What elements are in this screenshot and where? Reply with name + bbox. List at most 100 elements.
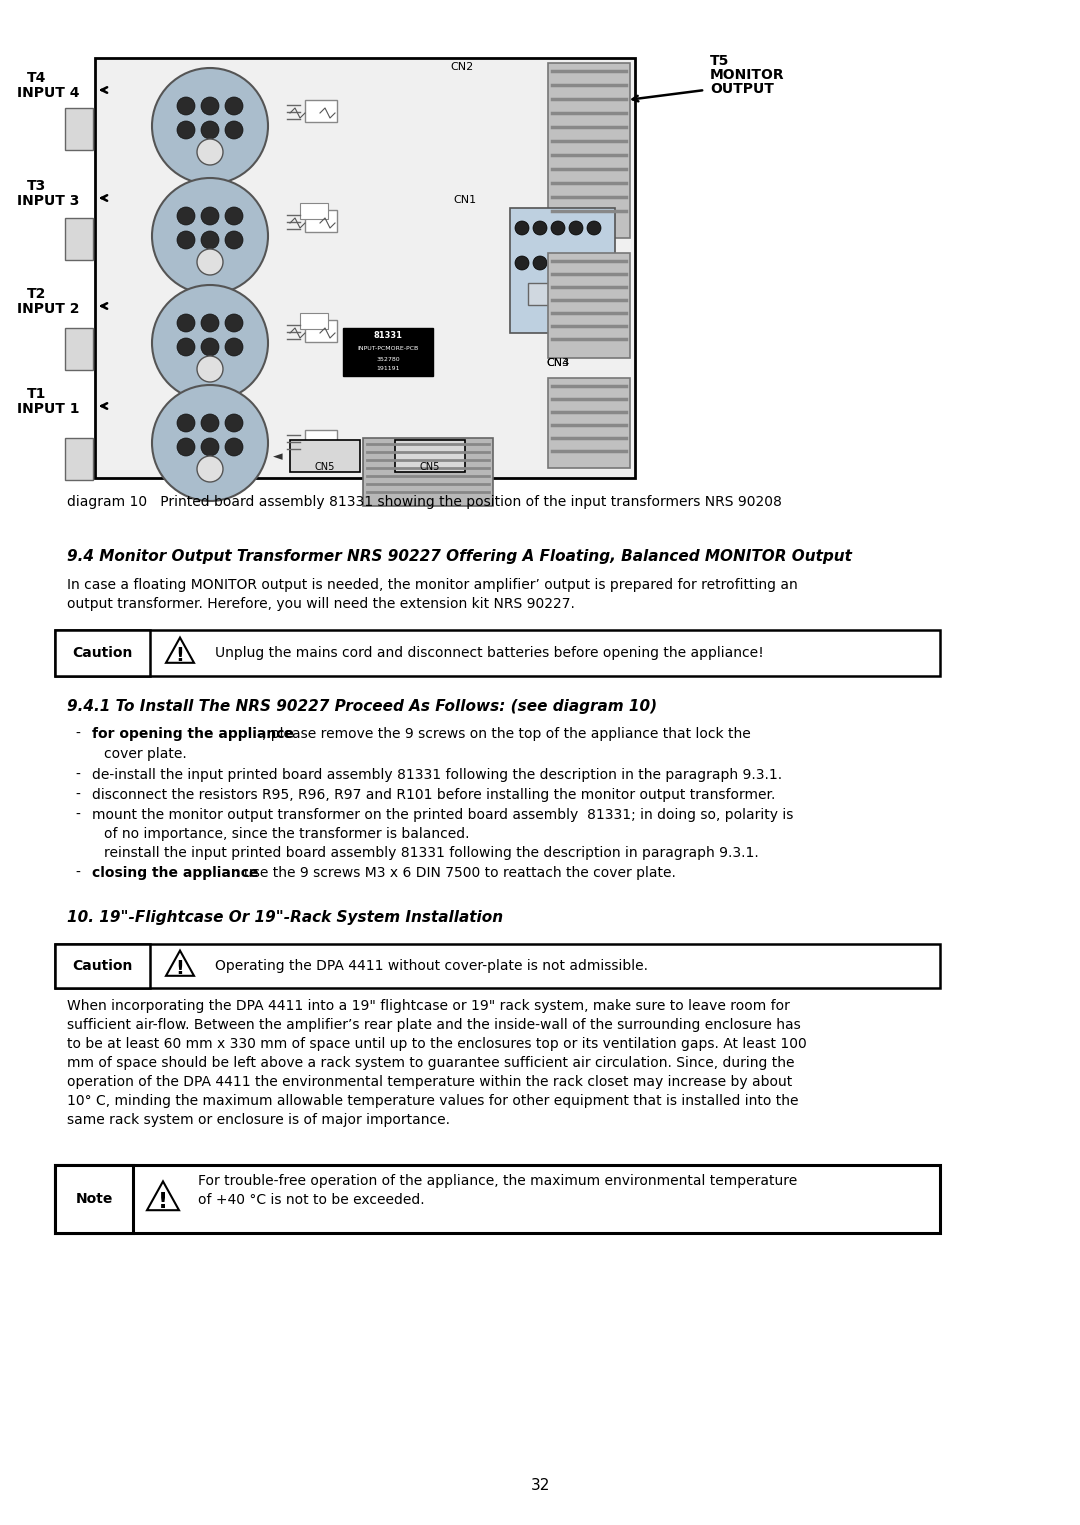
Text: de-install the input printed board assembly 81331 following the description in t: de-install the input printed board assem… <box>92 769 782 782</box>
Text: 10° C, minding the maximum allowable temperature values for other equipment that: 10° C, minding the maximum allowable tem… <box>67 1093 798 1109</box>
FancyBboxPatch shape <box>528 284 558 305</box>
Circle shape <box>177 339 195 355</box>
Circle shape <box>534 221 546 235</box>
Text: for opening the appliance: for opening the appliance <box>92 727 294 741</box>
Text: MONITOR: MONITOR <box>710 69 785 82</box>
Text: !: ! <box>158 1193 168 1212</box>
Text: Unplug the mains cord and disconnect batteries before opening the appliance!: Unplug the mains cord and disconnect bat… <box>215 647 764 660</box>
Circle shape <box>177 230 195 249</box>
FancyBboxPatch shape <box>55 630 940 676</box>
FancyBboxPatch shape <box>305 101 337 122</box>
Text: 191191: 191191 <box>376 366 400 371</box>
Text: mm of space should be left above a rack system to guarantee sufficient air circu: mm of space should be left above a rack … <box>67 1055 795 1071</box>
Text: OUTPUT: OUTPUT <box>710 82 774 96</box>
FancyBboxPatch shape <box>55 1165 133 1234</box>
Circle shape <box>201 120 219 139</box>
FancyBboxPatch shape <box>291 441 360 473</box>
FancyBboxPatch shape <box>548 253 630 358</box>
FancyBboxPatch shape <box>65 438 93 480</box>
Text: same rack system or enclosure is of major importance.: same rack system or enclosure is of majo… <box>67 1113 450 1127</box>
Text: of no importance, since the transformer is balanced.: of no importance, since the transformer … <box>104 827 470 840</box>
Text: Caution: Caution <box>72 959 133 973</box>
Circle shape <box>201 314 219 332</box>
Text: Caution: Caution <box>72 647 133 660</box>
Text: -: - <box>75 866 80 880</box>
Circle shape <box>197 139 222 165</box>
Circle shape <box>588 256 600 270</box>
Text: !: ! <box>176 647 185 665</box>
Circle shape <box>177 438 195 456</box>
Text: , please remove the 9 screws on the top of the appliance that lock the: , please remove the 9 screws on the top … <box>262 727 751 741</box>
Text: : use the 9 screws M3 x 6 DIN 7500 to reattach the cover plate.: : use the 9 screws M3 x 6 DIN 7500 to re… <box>234 866 676 880</box>
FancyBboxPatch shape <box>65 218 93 259</box>
Text: CN2: CN2 <box>450 63 473 72</box>
FancyBboxPatch shape <box>548 378 630 468</box>
Text: 10. 19"-Flightcase Or 19"-Rack System Installation: 10. 19"-Flightcase Or 19"-Rack System In… <box>67 910 503 926</box>
Text: operation of the DPA 4411 the environmental temperature within the rack closet m: operation of the DPA 4411 the environmen… <box>67 1075 793 1089</box>
Circle shape <box>177 98 195 114</box>
Text: CN5: CN5 <box>420 462 441 473</box>
Text: CN1: CN1 <box>453 195 476 204</box>
Text: closing the appliance: closing the appliance <box>92 866 258 880</box>
Circle shape <box>201 230 219 249</box>
Text: disconnect the resistors R95, R96, R97 and R101 before installing the monitor ou: disconnect the resistors R95, R96, R97 a… <box>92 788 775 802</box>
Circle shape <box>201 98 219 114</box>
Text: INPUT 1: INPUT 1 <box>17 403 80 416</box>
FancyBboxPatch shape <box>305 430 337 451</box>
FancyBboxPatch shape <box>510 207 615 332</box>
Text: diagram 10   Printed board assembly 81331 showing the position of the input tran: diagram 10 Printed board assembly 81331 … <box>67 496 782 509</box>
FancyBboxPatch shape <box>300 203 328 220</box>
Text: to be at least 60 mm x 330 mm of space until up to the enclosures top or its ven: to be at least 60 mm x 330 mm of space u… <box>67 1037 807 1051</box>
Circle shape <box>515 256 529 270</box>
Circle shape <box>197 456 222 482</box>
Circle shape <box>152 69 268 185</box>
Text: When incorporating the DPA 4411 into a 19" flightcase or 19" rack system, make s: When incorporating the DPA 4411 into a 1… <box>67 999 789 1013</box>
FancyBboxPatch shape <box>55 1165 940 1234</box>
Text: -: - <box>75 788 80 802</box>
Circle shape <box>197 249 222 274</box>
Circle shape <box>152 285 268 401</box>
Circle shape <box>551 256 565 270</box>
Text: reinstall the input printed board assembly 81331 following the description in pa: reinstall the input printed board assemb… <box>104 846 759 860</box>
Text: of +40 °C is not to be exceeded.: of +40 °C is not to be exceeded. <box>198 1193 424 1206</box>
Text: T1: T1 <box>27 387 46 401</box>
FancyBboxPatch shape <box>570 284 600 305</box>
FancyBboxPatch shape <box>548 63 630 238</box>
Text: 9.4.1 To Install The NRS 90227 Proceed As Follows: (see diagram 10): 9.4.1 To Install The NRS 90227 Proceed A… <box>67 698 657 714</box>
FancyBboxPatch shape <box>343 328 433 377</box>
Circle shape <box>225 98 243 114</box>
Circle shape <box>534 256 546 270</box>
FancyBboxPatch shape <box>55 944 940 988</box>
Polygon shape <box>147 1182 179 1211</box>
Polygon shape <box>166 637 194 663</box>
Text: CN4: CN4 <box>546 358 569 368</box>
FancyBboxPatch shape <box>300 313 328 329</box>
Text: ◄: ◄ <box>273 450 283 464</box>
Circle shape <box>225 413 243 432</box>
Circle shape <box>225 230 243 249</box>
Circle shape <box>551 221 565 235</box>
Text: 32: 32 <box>530 1478 550 1493</box>
Circle shape <box>197 355 222 381</box>
Circle shape <box>225 120 243 139</box>
FancyBboxPatch shape <box>55 944 150 988</box>
FancyBboxPatch shape <box>55 630 150 676</box>
Text: For trouble-free operation of the appliance, the maximum environmental temperatu: For trouble-free operation of the applia… <box>198 1174 797 1188</box>
Text: Operating the DPA 4411 without cover-plate is not admissible.: Operating the DPA 4411 without cover-pla… <box>215 959 648 973</box>
Text: !: ! <box>176 959 185 979</box>
FancyBboxPatch shape <box>65 108 93 149</box>
FancyBboxPatch shape <box>395 441 465 473</box>
Circle shape <box>201 413 219 432</box>
Circle shape <box>152 178 268 294</box>
Circle shape <box>201 339 219 355</box>
Text: -: - <box>75 727 80 741</box>
FancyBboxPatch shape <box>95 58 635 477</box>
Polygon shape <box>166 950 194 976</box>
Text: output transformer. Herefore, you will need the extension kit NRS 90227.: output transformer. Herefore, you will n… <box>67 596 575 612</box>
Text: INPUT 4: INPUT 4 <box>17 85 80 101</box>
Text: Note: Note <box>76 1193 112 1206</box>
FancyBboxPatch shape <box>363 438 492 506</box>
Text: CN5: CN5 <box>314 462 335 473</box>
Text: INPUT 2: INPUT 2 <box>17 302 80 316</box>
Text: mount the monitor output transformer on the printed board assembly  81331; in do: mount the monitor output transformer on … <box>92 808 794 822</box>
